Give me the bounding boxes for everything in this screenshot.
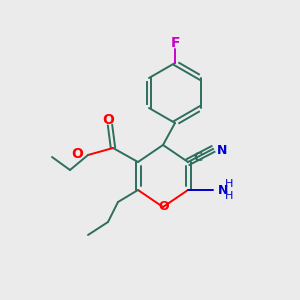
Text: O: O <box>71 147 83 161</box>
Text: H: H <box>225 179 233 189</box>
Text: O: O <box>102 113 114 127</box>
Text: N: N <box>218 184 228 196</box>
Text: F: F <box>170 36 180 50</box>
Text: O: O <box>159 200 169 212</box>
Text: H: H <box>225 191 233 201</box>
Text: C: C <box>194 151 203 164</box>
Text: N: N <box>217 143 227 157</box>
